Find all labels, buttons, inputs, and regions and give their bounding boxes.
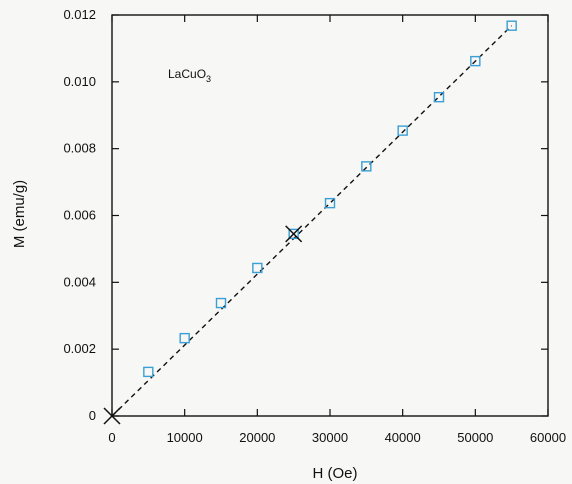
- y-tick-label: 0.006: [63, 208, 96, 223]
- compound-annotation: LaCuO3: [168, 67, 211, 84]
- data-point-square: [143, 366, 154, 378]
- data-point-square: [215, 297, 227, 309]
- y-tick-label: 0.002: [63, 341, 96, 356]
- data-point-square: [179, 332, 190, 344]
- y-tick-label: 0.012: [63, 7, 96, 22]
- data-point-square: [324, 197, 336, 209]
- compound-annotation-main: LaCuO: [168, 67, 206, 81]
- x-tick-label: 30000: [312, 430, 348, 445]
- data-point-square: [252, 262, 263, 274]
- x-tick-label: 50000: [457, 430, 493, 445]
- fit-line: [111, 25, 513, 417]
- data-point-x: [103, 407, 121, 425]
- x-axis-title: H (Oe): [313, 465, 358, 482]
- y-tick-label: 0.008: [63, 141, 96, 156]
- data-point-square: [433, 92, 445, 103]
- x-tick-label: 0: [108, 430, 115, 445]
- y-tick-label: 0.010: [63, 74, 96, 89]
- x-tick-label: 20000: [239, 430, 275, 445]
- data-point-x-stroke: [285, 225, 303, 243]
- y-axis-title: M (emu/g): [11, 180, 28, 248]
- y-tick-label: 0: [89, 408, 96, 423]
- x-tick-label: 40000: [385, 430, 421, 445]
- data-point-square: [361, 161, 372, 172]
- data-point-square: [470, 55, 481, 67]
- data-point-square: [397, 125, 408, 136]
- data-point-square: [506, 20, 517, 31]
- data-point-square: [288, 228, 299, 240]
- y-tick-label: 0.004: [63, 274, 96, 289]
- x-tick-label: 60000: [530, 430, 566, 445]
- x-tick-label: 10000: [167, 430, 203, 445]
- data-point-x-stroke: [103, 407, 121, 425]
- compound-annotation-subscript: 3: [206, 74, 211, 84]
- data-point-x: [285, 225, 303, 243]
- plot-area: 0 10000 20000 30000 40000 50000 60000 0 0.002 0.0…: [63, 7, 566, 445]
